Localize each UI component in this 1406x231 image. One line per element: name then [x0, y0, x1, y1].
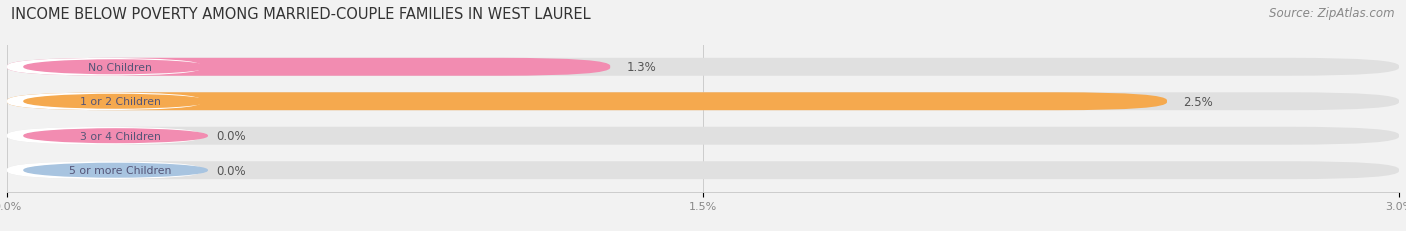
Text: 0.0%: 0.0% [217, 130, 246, 143]
Text: 2.5%: 2.5% [1184, 95, 1213, 108]
Text: Source: ZipAtlas.com: Source: ZipAtlas.com [1270, 7, 1395, 20]
Circle shape [24, 129, 207, 143]
Circle shape [24, 164, 207, 177]
Text: 1.3%: 1.3% [627, 61, 657, 74]
Circle shape [24, 61, 207, 74]
Text: 1 or 2 Children: 1 or 2 Children [80, 97, 160, 107]
Text: 5 or more Children: 5 or more Children [69, 165, 172, 175]
FancyBboxPatch shape [7, 127, 1399, 145]
Text: 3 or 4 Children: 3 or 4 Children [80, 131, 160, 141]
FancyBboxPatch shape [7, 93, 1167, 111]
Circle shape [24, 95, 207, 109]
Text: No Children: No Children [89, 63, 152, 73]
FancyBboxPatch shape [7, 58, 202, 76]
Text: 0.0%: 0.0% [217, 164, 246, 177]
FancyBboxPatch shape [7, 93, 1399, 111]
FancyBboxPatch shape [7, 127, 202, 145]
Text: INCOME BELOW POVERTY AMONG MARRIED-COUPLE FAMILIES IN WEST LAUREL: INCOME BELOW POVERTY AMONG MARRIED-COUPL… [11, 7, 591, 22]
FancyBboxPatch shape [7, 161, 202, 179]
FancyBboxPatch shape [7, 161, 1399, 179]
FancyBboxPatch shape [7, 58, 610, 76]
FancyBboxPatch shape [7, 58, 1399, 76]
FancyBboxPatch shape [7, 93, 202, 111]
